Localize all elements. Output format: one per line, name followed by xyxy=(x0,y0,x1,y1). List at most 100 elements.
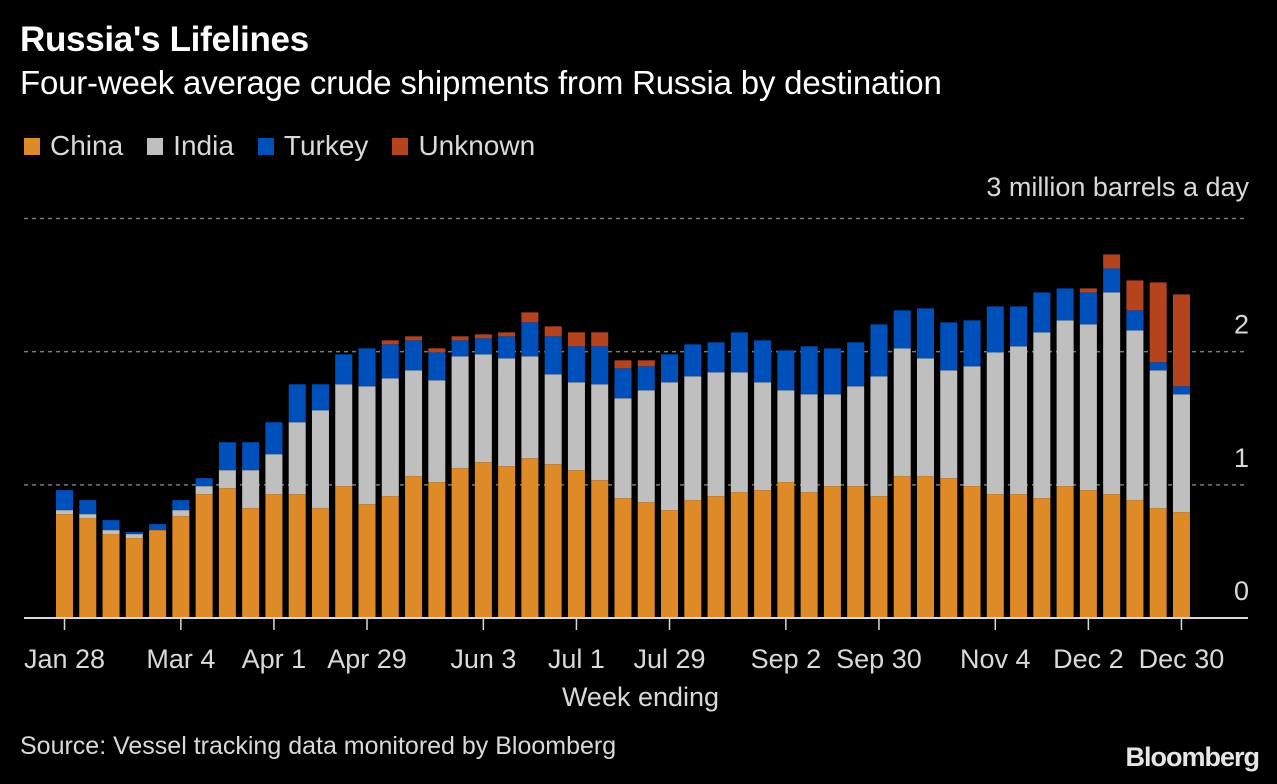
bar-segment-india xyxy=(800,394,818,493)
bar-segment-china xyxy=(893,476,911,618)
bar-stack xyxy=(591,332,609,618)
bar-stack xyxy=(1033,292,1051,618)
bar-segment-turkey xyxy=(637,366,655,391)
bar-segment-turkey xyxy=(79,500,97,515)
bar-segment-turkey xyxy=(498,336,516,359)
bar-segment-unknown xyxy=(381,340,399,345)
legend-label-turkey: Turkey xyxy=(283,130,369,161)
x-tick-label: Dec 30 xyxy=(1139,644,1225,674)
legend-item-turkey: Turkey xyxy=(257,130,369,162)
bar-segment-unknown xyxy=(405,336,423,341)
bar-segment-india xyxy=(684,376,702,501)
bar-stack xyxy=(474,334,492,618)
bar-stack xyxy=(405,336,423,618)
bar-segment-india xyxy=(474,354,492,463)
bar-stack xyxy=(940,322,958,618)
bar-segment-china xyxy=(335,486,353,618)
bar-stack xyxy=(218,442,236,618)
y-tick-label: 2 xyxy=(1234,310,1249,340)
bar-segment-china xyxy=(451,468,469,618)
bar-segment-unknown xyxy=(637,360,655,367)
bar-stack xyxy=(195,478,213,618)
legend: China India Turkey Unknown xyxy=(24,130,559,162)
bar-stack xyxy=(265,422,283,618)
bar-segment-india xyxy=(125,534,143,539)
bar-segment-turkey xyxy=(730,332,748,373)
bar-segment-india xyxy=(498,358,516,467)
bar-stack xyxy=(56,490,73,618)
bar-stack xyxy=(428,348,446,618)
bar-stack xyxy=(684,344,702,618)
bar-segment-india xyxy=(754,382,772,491)
bar-segment-turkey xyxy=(102,520,120,531)
bar-segment-china xyxy=(777,482,795,618)
bar-stack xyxy=(707,342,725,618)
bar-segment-india xyxy=(730,372,748,493)
bar-segment-china xyxy=(1079,490,1097,618)
bar-segment-india xyxy=(777,390,795,483)
bar-segment-turkey xyxy=(265,422,283,455)
bar-segment-india xyxy=(195,486,213,495)
bar-segment-turkey xyxy=(358,348,376,387)
x-tick-label: Dec 2 xyxy=(1053,644,1124,674)
bar-segment-unknown xyxy=(498,332,516,337)
bar-segment-china xyxy=(242,508,260,618)
x-tick-label: Jul 29 xyxy=(633,644,705,674)
bar-segment-india xyxy=(1126,330,1144,501)
bar-stack xyxy=(614,360,632,618)
legend-swatch-turkey xyxy=(257,137,274,155)
bar-segment-turkey xyxy=(451,340,469,357)
bar-stack xyxy=(311,384,329,618)
bar-segment-unknown xyxy=(1079,288,1097,293)
bar-segment-turkey xyxy=(1033,292,1051,333)
bar-segment-india xyxy=(335,384,353,487)
bar-segment-turkey xyxy=(1149,362,1167,371)
bar-segment-india xyxy=(79,514,97,519)
bar-stack xyxy=(963,320,981,618)
bar-segment-china xyxy=(311,508,329,618)
bar-segment-turkey xyxy=(335,354,353,385)
bar-segment-turkey xyxy=(1103,268,1121,293)
bar-segment-turkey xyxy=(218,442,236,471)
bar-segment-turkey xyxy=(986,306,1004,353)
bar-segment-china xyxy=(1149,508,1167,618)
bar-segment-china xyxy=(847,486,865,618)
bar-segment-china xyxy=(265,494,283,618)
bar-segment-turkey xyxy=(847,342,865,387)
bar-segment-turkey xyxy=(288,384,306,423)
bar-segment-china xyxy=(56,514,73,618)
bar-stack xyxy=(288,384,306,618)
bar-segment-turkey xyxy=(544,336,562,375)
x-tick-label: Jan 28 xyxy=(24,644,105,674)
bar-segment-turkey xyxy=(311,384,329,411)
bar-segment-unknown xyxy=(1126,280,1144,311)
bar-segment-india xyxy=(823,394,841,487)
x-tick-label: Jun 3 xyxy=(450,644,516,674)
x-tick-label: Mar 4 xyxy=(146,644,215,674)
bar-segment-china xyxy=(405,476,423,618)
bar-segment-turkey xyxy=(870,324,888,377)
bar-segment-india xyxy=(986,352,1004,495)
bar-segment-turkey xyxy=(707,342,725,373)
bar-segment-india xyxy=(102,530,120,535)
bar-segment-china xyxy=(1010,494,1028,618)
bar-segment-unknown xyxy=(1149,282,1167,363)
x-tick-label: Apr 29 xyxy=(327,644,407,674)
bar-segment-turkey xyxy=(567,346,585,383)
bar-stack xyxy=(1056,288,1074,618)
bar-segment-turkey xyxy=(1010,306,1028,347)
bar-segment-china xyxy=(1056,486,1074,618)
bar-segment-china xyxy=(963,486,981,618)
bar-segment-india xyxy=(1010,346,1028,495)
bar-segment-turkey xyxy=(521,322,539,357)
x-tick-label: Sep 30 xyxy=(836,644,922,674)
legend-swatch-india xyxy=(147,137,164,155)
x-tick-label: Apr 1 xyxy=(242,644,307,674)
bar-stack xyxy=(1010,306,1028,618)
bar-segment-china xyxy=(521,458,539,618)
bar-segment-turkey xyxy=(428,352,446,381)
bar-segment-china xyxy=(614,498,632,618)
bar-stack xyxy=(661,354,679,618)
bar-stack xyxy=(1079,288,1097,618)
